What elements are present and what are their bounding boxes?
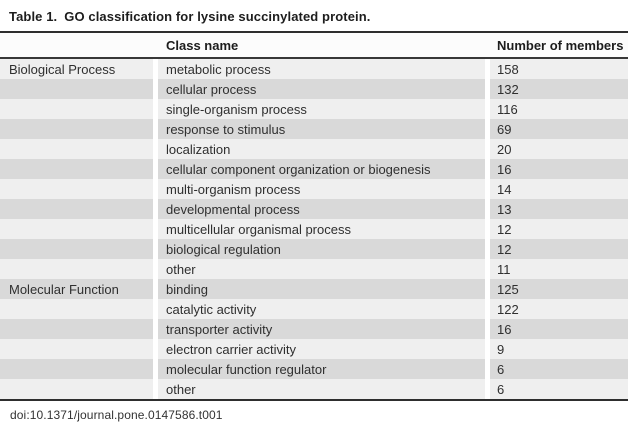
table-row: Biological Process metabolic process 158 (0, 59, 628, 79)
class-cell: catalytic activity (158, 299, 485, 319)
count-cell: 125 (490, 279, 628, 299)
class-cell: binding (158, 279, 485, 299)
header-number-of-members: Number of members (497, 37, 624, 53)
table-row: other 11 (0, 259, 628, 279)
count-cell: 158 (490, 59, 628, 79)
count-cell: 116 (490, 99, 628, 119)
group-cell (0, 119, 153, 139)
table-row: response to stimulus 69 (0, 119, 628, 139)
class-cell: developmental process (158, 199, 485, 219)
table-row: multicellular organismal process 12 (0, 219, 628, 239)
class-cell: multicellular organismal process (158, 219, 485, 239)
table-row: developmental process 13 (0, 199, 628, 219)
table-title: Table 1. GO classification for lysine suc… (0, 0, 628, 31)
table-row: cellular process 132 (0, 79, 628, 99)
group-cell (0, 179, 153, 199)
class-cell: electron carrier activity (158, 339, 485, 359)
count-cell: 16 (490, 319, 628, 339)
table-number-label: Table 1. (9, 9, 58, 24)
class-cell: single-organism process (158, 99, 485, 119)
count-cell: 9 (490, 339, 628, 359)
group-cell (0, 379, 153, 399)
group-cell: Biological Process (0, 59, 153, 79)
class-cell: molecular function regulator (158, 359, 485, 379)
class-cell: transporter activity (158, 319, 485, 339)
class-cell: multi-organism process (158, 179, 485, 199)
count-cell: 13 (490, 199, 628, 219)
table-row: Molecular Function binding 125 (0, 279, 628, 299)
group-cell (0, 359, 153, 379)
class-cell: localization (158, 139, 485, 159)
class-cell: metabolic process (158, 59, 485, 79)
table-row: biological regulation 12 (0, 239, 628, 259)
group-cell (0, 239, 153, 259)
group-cell (0, 339, 153, 359)
group-cell (0, 199, 153, 219)
count-cell: 122 (490, 299, 628, 319)
group-cell (0, 99, 153, 119)
table-row: transporter activity 16 (0, 319, 628, 339)
group-cell (0, 319, 153, 339)
header-class-name: Class name (166, 37, 239, 53)
count-cell: 11 (490, 259, 628, 279)
group-cell (0, 159, 153, 179)
table-title-text: GO classification for lysine succinylate… (64, 9, 371, 24)
table-row: single-organism process 116 (0, 99, 628, 119)
count-cell: 16 (490, 159, 628, 179)
top-rule (0, 31, 628, 33)
table-row: electron carrier activity 9 (0, 339, 628, 359)
group-cell (0, 79, 153, 99)
header-spacer-cell (0, 33, 153, 57)
group-cell: Molecular Function (0, 279, 153, 299)
class-cell: cellular process (158, 79, 485, 99)
count-cell: 132 (490, 79, 628, 99)
group-cell (0, 139, 153, 159)
count-cell: 6 (490, 379, 628, 399)
class-cell: other (158, 259, 485, 279)
doi-footnote: doi:10.1371/journal.pone.0147586.t001 (10, 408, 223, 422)
table-row: multi-organism process 14 (0, 179, 628, 199)
count-cell: 14 (490, 179, 628, 199)
table-row: other 6 (0, 379, 628, 399)
table-container: Table 1. GO classification for lysine suc… (0, 0, 628, 422)
count-cell: 20 (490, 139, 628, 159)
table-row: cellular component organization or bioge… (0, 159, 628, 179)
count-cell: 12 (490, 219, 628, 239)
class-cell: biological regulation (158, 239, 485, 259)
table-row: molecular function regulator 6 (0, 359, 628, 379)
group-cell (0, 299, 153, 319)
class-cell: other (158, 379, 485, 399)
class-cell: response to stimulus (158, 119, 485, 139)
count-cell: 69 (490, 119, 628, 139)
count-cell: 12 (490, 239, 628, 259)
class-cell: cellular component organization or bioge… (158, 159, 485, 179)
table-row: catalytic activity 122 (0, 299, 628, 319)
group-cell (0, 259, 153, 279)
count-cell: 6 (490, 359, 628, 379)
table-body: Biological Process metabolic process 158… (0, 59, 628, 401)
table-row: localization 20 (0, 139, 628, 159)
table-header-row: Class name Number of members (0, 33, 628, 59)
group-cell (0, 219, 153, 239)
